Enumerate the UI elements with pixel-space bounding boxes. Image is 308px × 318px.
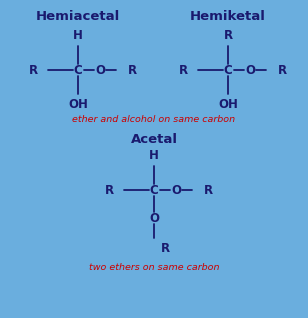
Text: R: R [278, 64, 287, 77]
Text: O: O [95, 64, 105, 77]
Text: Acetal: Acetal [131, 133, 177, 146]
Text: O: O [245, 64, 255, 77]
Text: C: C [224, 64, 232, 77]
Text: two ethers on same carbon: two ethers on same carbon [89, 264, 219, 273]
Text: O: O [149, 211, 159, 225]
Text: R: R [179, 64, 188, 77]
Text: R: R [204, 183, 213, 197]
Text: R: R [105, 183, 114, 197]
Text: C: C [74, 64, 82, 77]
Text: R: R [128, 64, 137, 77]
Text: H: H [149, 149, 159, 162]
Text: O: O [171, 183, 181, 197]
Text: R: R [223, 29, 233, 42]
Text: Hemiketal: Hemiketal [190, 10, 266, 23]
Text: ether and alcohol on same carbon: ether and alcohol on same carbon [72, 115, 236, 125]
Text: H: H [73, 29, 83, 42]
Text: R: R [29, 64, 38, 77]
Text: OH: OH [218, 98, 238, 111]
Text: OH: OH [68, 98, 88, 111]
Text: R: R [161, 241, 170, 254]
Text: Hemiacetal: Hemiacetal [36, 10, 120, 23]
Text: C: C [150, 183, 158, 197]
